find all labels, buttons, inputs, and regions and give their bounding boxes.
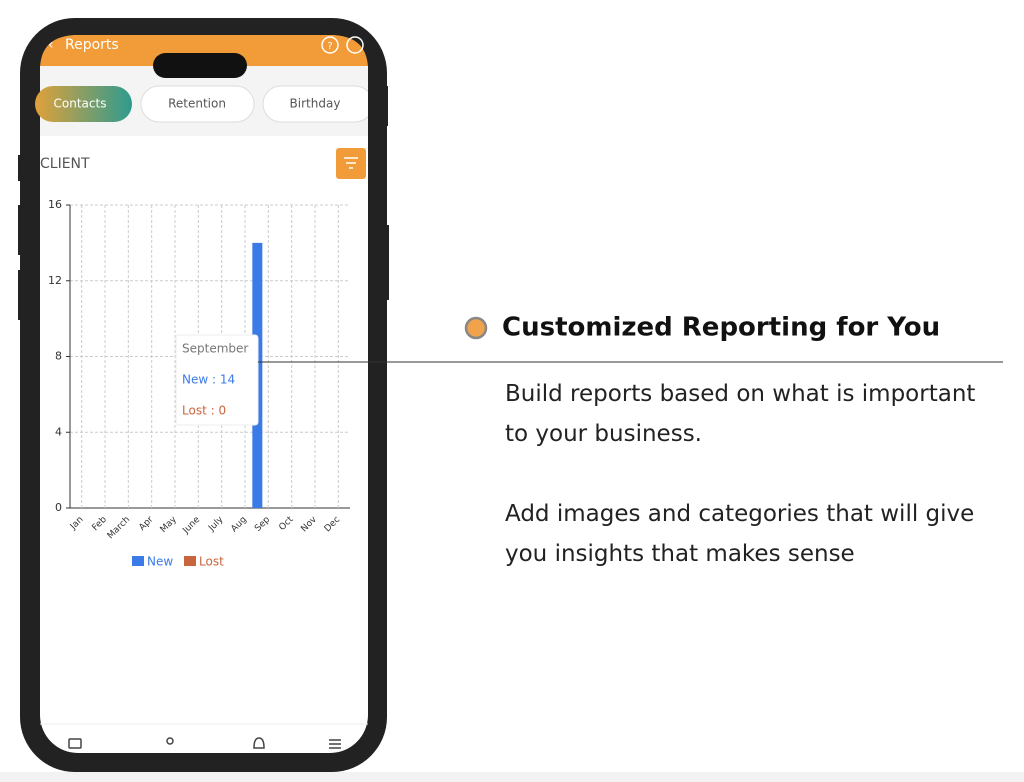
help-icon-glyph: ?: [327, 41, 332, 52]
legend-label: New: [147, 555, 173, 569]
feature-paragraph: Build reports based on what is important…: [505, 381, 976, 447]
legend-swatch: [132, 556, 144, 566]
tab-active[interactable]: [35, 86, 132, 122]
nav-bell-icon[interactable]: [253, 737, 265, 749]
y-tick-label: 0: [55, 501, 62, 514]
tooltip-title: September: [182, 342, 248, 356]
help-icon[interactable]: [321, 36, 339, 54]
phone-button: [18, 270, 22, 320]
tooltip-line: Lost : 0: [182, 404, 226, 418]
settings-icon[interactable]: [346, 36, 364, 54]
feature-paragraph: Add images and categories that will give…: [505, 501, 975, 567]
phone-button: [385, 225, 389, 300]
nav-chat-icon[interactable]: [68, 738, 82, 749]
legend-swatch: [184, 556, 196, 566]
filter-icon: [344, 157, 358, 169]
tab[interactable]: [140, 85, 255, 123]
frame-edge: [368, 86, 388, 126]
feature-title: Customized Reporting for You: [502, 313, 940, 343]
bullet: [464, 316, 488, 340]
bottom-strip: [0, 772, 1024, 782]
y-tick-label: 12: [48, 274, 62, 287]
notch: [153, 53, 247, 78]
tooltip-box: [175, 334, 259, 426]
y-tick-label: 4: [55, 425, 62, 438]
tab-label: Birthday: [290, 97, 341, 111]
header-title: Reports: [65, 37, 119, 53]
nav-contacts-icon[interactable]: [166, 737, 174, 745]
y-tick-label: 8: [55, 350, 62, 363]
tab-label: Contacts: [54, 97, 107, 111]
legend-label: Lost: [199, 555, 224, 569]
section-title: CLIENT: [40, 156, 90, 172]
tooltip-line: New : 14: [182, 373, 235, 387]
back-arrow[interactable]: ‹: [48, 37, 54, 53]
phone-button: [18, 205, 22, 255]
nav-menu-icon[interactable]: [329, 739, 341, 749]
y-tick-label: 16: [48, 198, 62, 211]
phone-button: [18, 155, 22, 181]
tab-label: Retention: [168, 97, 226, 111]
